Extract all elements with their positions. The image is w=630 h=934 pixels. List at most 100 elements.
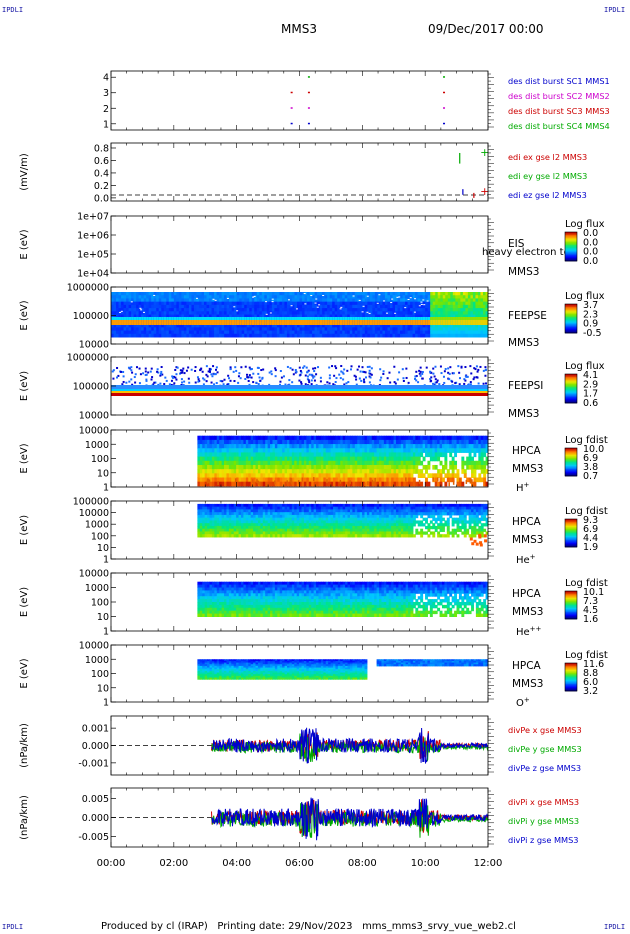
- spectrogram-cell: [186, 292, 190, 296]
- spectrogram-cell: [118, 308, 122, 312]
- spectrogram-cell: [133, 311, 137, 315]
- spectrogram-cell: [455, 308, 459, 312]
- spectrogram-cell: [367, 301, 371, 306]
- spectrogram-cell: [134, 381, 137, 384]
- spectrogram-cell: [136, 330, 140, 335]
- spectrogram-cell: [302, 324, 306, 328]
- spectrogram-cell: [407, 381, 410, 384]
- spectrogram-cell: [266, 330, 270, 335]
- spectrogram-cell: [427, 324, 431, 328]
- spectrogram-cell: [166, 320, 170, 325]
- spectrogram-cell: [442, 304, 446, 309]
- spectrogram-cell: [202, 444, 206, 449]
- spectrogram-cell: [316, 477, 319, 483]
- spectrogram-cell: [111, 391, 488, 393]
- spectrogram-cell: [264, 298, 268, 303]
- spectrogram-cell: [427, 464, 431, 470]
- spectrogram-cell: [209, 304, 213, 309]
- spectrogram-cell: [362, 469, 365, 474]
- spectrogram-cell: [420, 330, 424, 335]
- spectrogram-cell: [233, 439, 237, 445]
- spectrogram-cell: [374, 314, 378, 319]
- spectrogram-cell: [342, 333, 346, 338]
- spectrogram-cell: [342, 295, 346, 299]
- spectrogram-cell: [284, 439, 288, 445]
- spectrogram-cell: [256, 295, 260, 299]
- spectrogram-cell: [248, 452, 252, 458]
- spectrogram-cell: [421, 370, 424, 373]
- colorbar-title: Log flux: [565, 361, 605, 372]
- spectrogram-cell: [214, 301, 218, 306]
- spectrogram-cell: [254, 311, 258, 315]
- colorbar-segment: [565, 384, 577, 386]
- spectrogram-cell: [432, 435, 436, 441]
- spectrogram-cell: [383, 452, 387, 458]
- spectrogram-cell: [476, 376, 479, 379]
- spectrogram-cell: [337, 469, 341, 474]
- spectrogram-cell: [462, 304, 466, 309]
- spectrogram-cell: [325, 444, 329, 449]
- spectrogram-cell: [460, 327, 464, 332]
- spectrogram-cell: [125, 381, 128, 384]
- colorbar-segment: [565, 379, 577, 382]
- spectrogram-cell: [183, 314, 187, 319]
- spectrogram-cell: [376, 302, 379, 304]
- spectrogram-cell: [454, 439, 458, 445]
- spectrogram-cell: [437, 311, 441, 315]
- spectrogram-cell: [199, 528, 203, 532]
- spectrogram-cell: [311, 473, 315, 478]
- colorbar-segment: [565, 467, 577, 470]
- spectrogram-cell: [199, 464, 203, 470]
- spectrogram-cell: [234, 311, 238, 315]
- spectrogram-cell: [462, 292, 466, 296]
- spectrogram-cell: [123, 298, 127, 303]
- spectrogram-cell: [381, 477, 385, 483]
- spectrogram-cell: [221, 304, 225, 309]
- spectrogram-cell: [337, 477, 341, 483]
- spectrogram-cell: [181, 381, 184, 384]
- spectrogram-cell: [281, 320, 285, 325]
- spectrogram-cell: [239, 304, 243, 309]
- spectrogram-cell: [260, 448, 264, 453]
- spectrogram-cell: [333, 481, 336, 487]
- spectrogram-cell: [445, 311, 449, 315]
- spectrogram-cell: [393, 444, 397, 449]
- spectrogram-cell: [204, 469, 208, 474]
- spectrogram-cell: [241, 333, 245, 338]
- spectrogram-cell: [334, 330, 338, 335]
- spectrogram-cell: [447, 314, 451, 319]
- spectrogram-cell: [271, 327, 275, 332]
- spectrogram-cell: [312, 376, 315, 379]
- spectrogram-cell: [427, 320, 431, 325]
- spectrogram-cell: [173, 301, 177, 306]
- spectrogram-cell: [205, 380, 208, 383]
- spectrogram-cell: [322, 292, 326, 296]
- spectrogram-cell: [444, 444, 448, 449]
- spectrogram-cell: [367, 327, 371, 332]
- spectrogram-cell: [437, 317, 441, 320]
- spectrogram-cell: [262, 473, 266, 478]
- spectrogram-cell: [412, 317, 416, 320]
- spectrogram-cell: [219, 473, 223, 478]
- spectrogram-cell: [209, 531, 213, 535]
- spectrogram-cell: [397, 311, 401, 315]
- spectrogram-cell: [113, 327, 117, 332]
- spectrogram-cell: [372, 292, 376, 296]
- spectrogram-cell: [347, 481, 351, 487]
- spectrogram-cell: [362, 295, 366, 299]
- spectrogram-cell: [299, 452, 303, 458]
- spectrogram-cell: [176, 366, 179, 369]
- spectrogram-cell: [337, 481, 341, 487]
- spectrogram-cell: [154, 381, 157, 384]
- spectrogram-cell: [291, 320, 295, 325]
- spectrogram-cell: [249, 368, 252, 371]
- spectrogram-cell: [245, 448, 249, 453]
- spectrogram-cell: [289, 444, 293, 449]
- spectrogram-cell: [161, 308, 165, 312]
- spectrogram-cell: [197, 506, 201, 510]
- spectrogram-cell: [463, 439, 467, 445]
- spectrogram-cell: [163, 327, 167, 332]
- spectrogram-cell: [281, 298, 285, 303]
- spectrogram-cell: [412, 320, 416, 325]
- spectrogram-cell: [219, 452, 223, 458]
